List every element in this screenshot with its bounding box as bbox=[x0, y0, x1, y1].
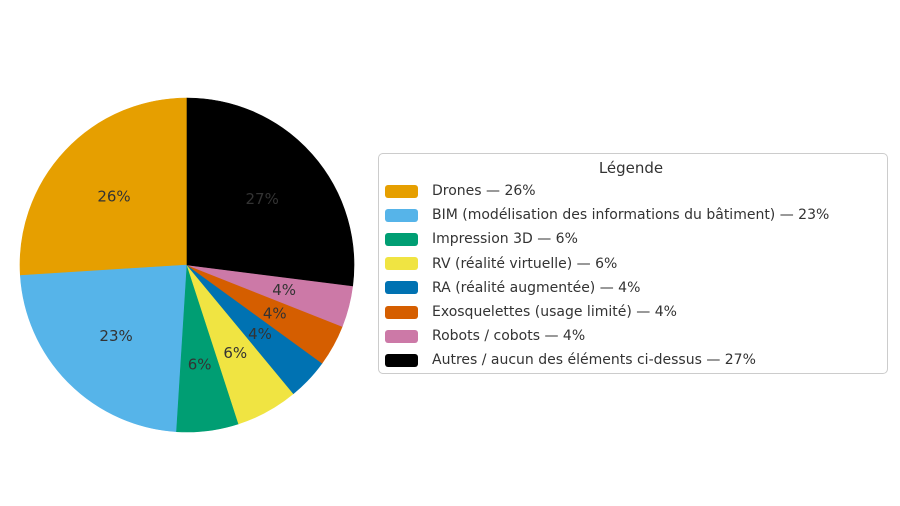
legend-swatch-icon bbox=[385, 353, 418, 367]
pie-slice-label-6: 4% bbox=[263, 305, 287, 323]
legend-item-label: RV (réalité virtuelle) — 6% bbox=[432, 255, 618, 272]
pie-slice-label-5: 4% bbox=[248, 325, 272, 343]
pie-slice-label-7: 4% bbox=[272, 281, 296, 299]
legend-swatch-icon bbox=[385, 329, 418, 343]
legend-swatch-icon bbox=[385, 281, 418, 295]
legend-item-label: Drones — 26% bbox=[432, 183, 536, 200]
legend-swatch-icon bbox=[385, 305, 418, 319]
pie-slice-8 bbox=[186, 97, 355, 287]
legend-swatch-icon bbox=[385, 257, 418, 271]
legend-swatch-icon bbox=[385, 232, 418, 246]
legend-title: Légende bbox=[598, 159, 664, 177]
legend-item-1: Drones — 26% bbox=[385, 179, 877, 203]
pie-slice-2 bbox=[20, 264, 188, 432]
legend-item-label: Robots / cobots — 4% bbox=[432, 328, 586, 345]
legend-item-8: Autres / aucun des éléments ci-dessus — … bbox=[385, 348, 877, 372]
pie-slice-label-3: 6% bbox=[188, 356, 212, 374]
legend-item-5: RA (réalité augmentée) — 4% bbox=[385, 276, 877, 300]
legend-rows: Drones — 26% BIM (modélisation des inform… bbox=[385, 179, 877, 373]
legend-item-label: Impression 3D — 6% bbox=[432, 231, 578, 248]
legend: Légende Drones — 26% BIM (modélisation de… bbox=[378, 153, 888, 374]
legend-item-7: Robots / cobots — 4% bbox=[385, 324, 877, 348]
legend-item-3: Impression 3D — 6% bbox=[385, 227, 877, 251]
legend-item-label: BIM (modélisation des informations du bâ… bbox=[432, 207, 830, 224]
legend-swatch-icon bbox=[385, 184, 418, 198]
legend-item-label: Exosquelettes (usage limité) — 4% bbox=[432, 304, 677, 321]
pie-slice-label-2: 23% bbox=[99, 327, 132, 345]
pie-slice-1 bbox=[19, 97, 188, 276]
pie-slice-label-4: 6% bbox=[223, 344, 247, 362]
pie-slice-label-1: 26% bbox=[97, 188, 130, 206]
legend-swatch-icon bbox=[385, 208, 418, 222]
pie-slice-label-8: 27% bbox=[246, 190, 279, 208]
legend-item-label: RA (réalité augmentée) — 4% bbox=[432, 279, 641, 296]
legend-item-4: RV (réalité virtuelle) — 6% bbox=[385, 252, 877, 276]
legend-item-2: BIM (modélisation des informations du bâ… bbox=[385, 203, 877, 227]
legend-item-label: Autres / aucun des éléments ci-dessus — … bbox=[432, 352, 756, 369]
legend-item-6: Exosquelettes (usage limité) — 4% bbox=[385, 300, 877, 324]
